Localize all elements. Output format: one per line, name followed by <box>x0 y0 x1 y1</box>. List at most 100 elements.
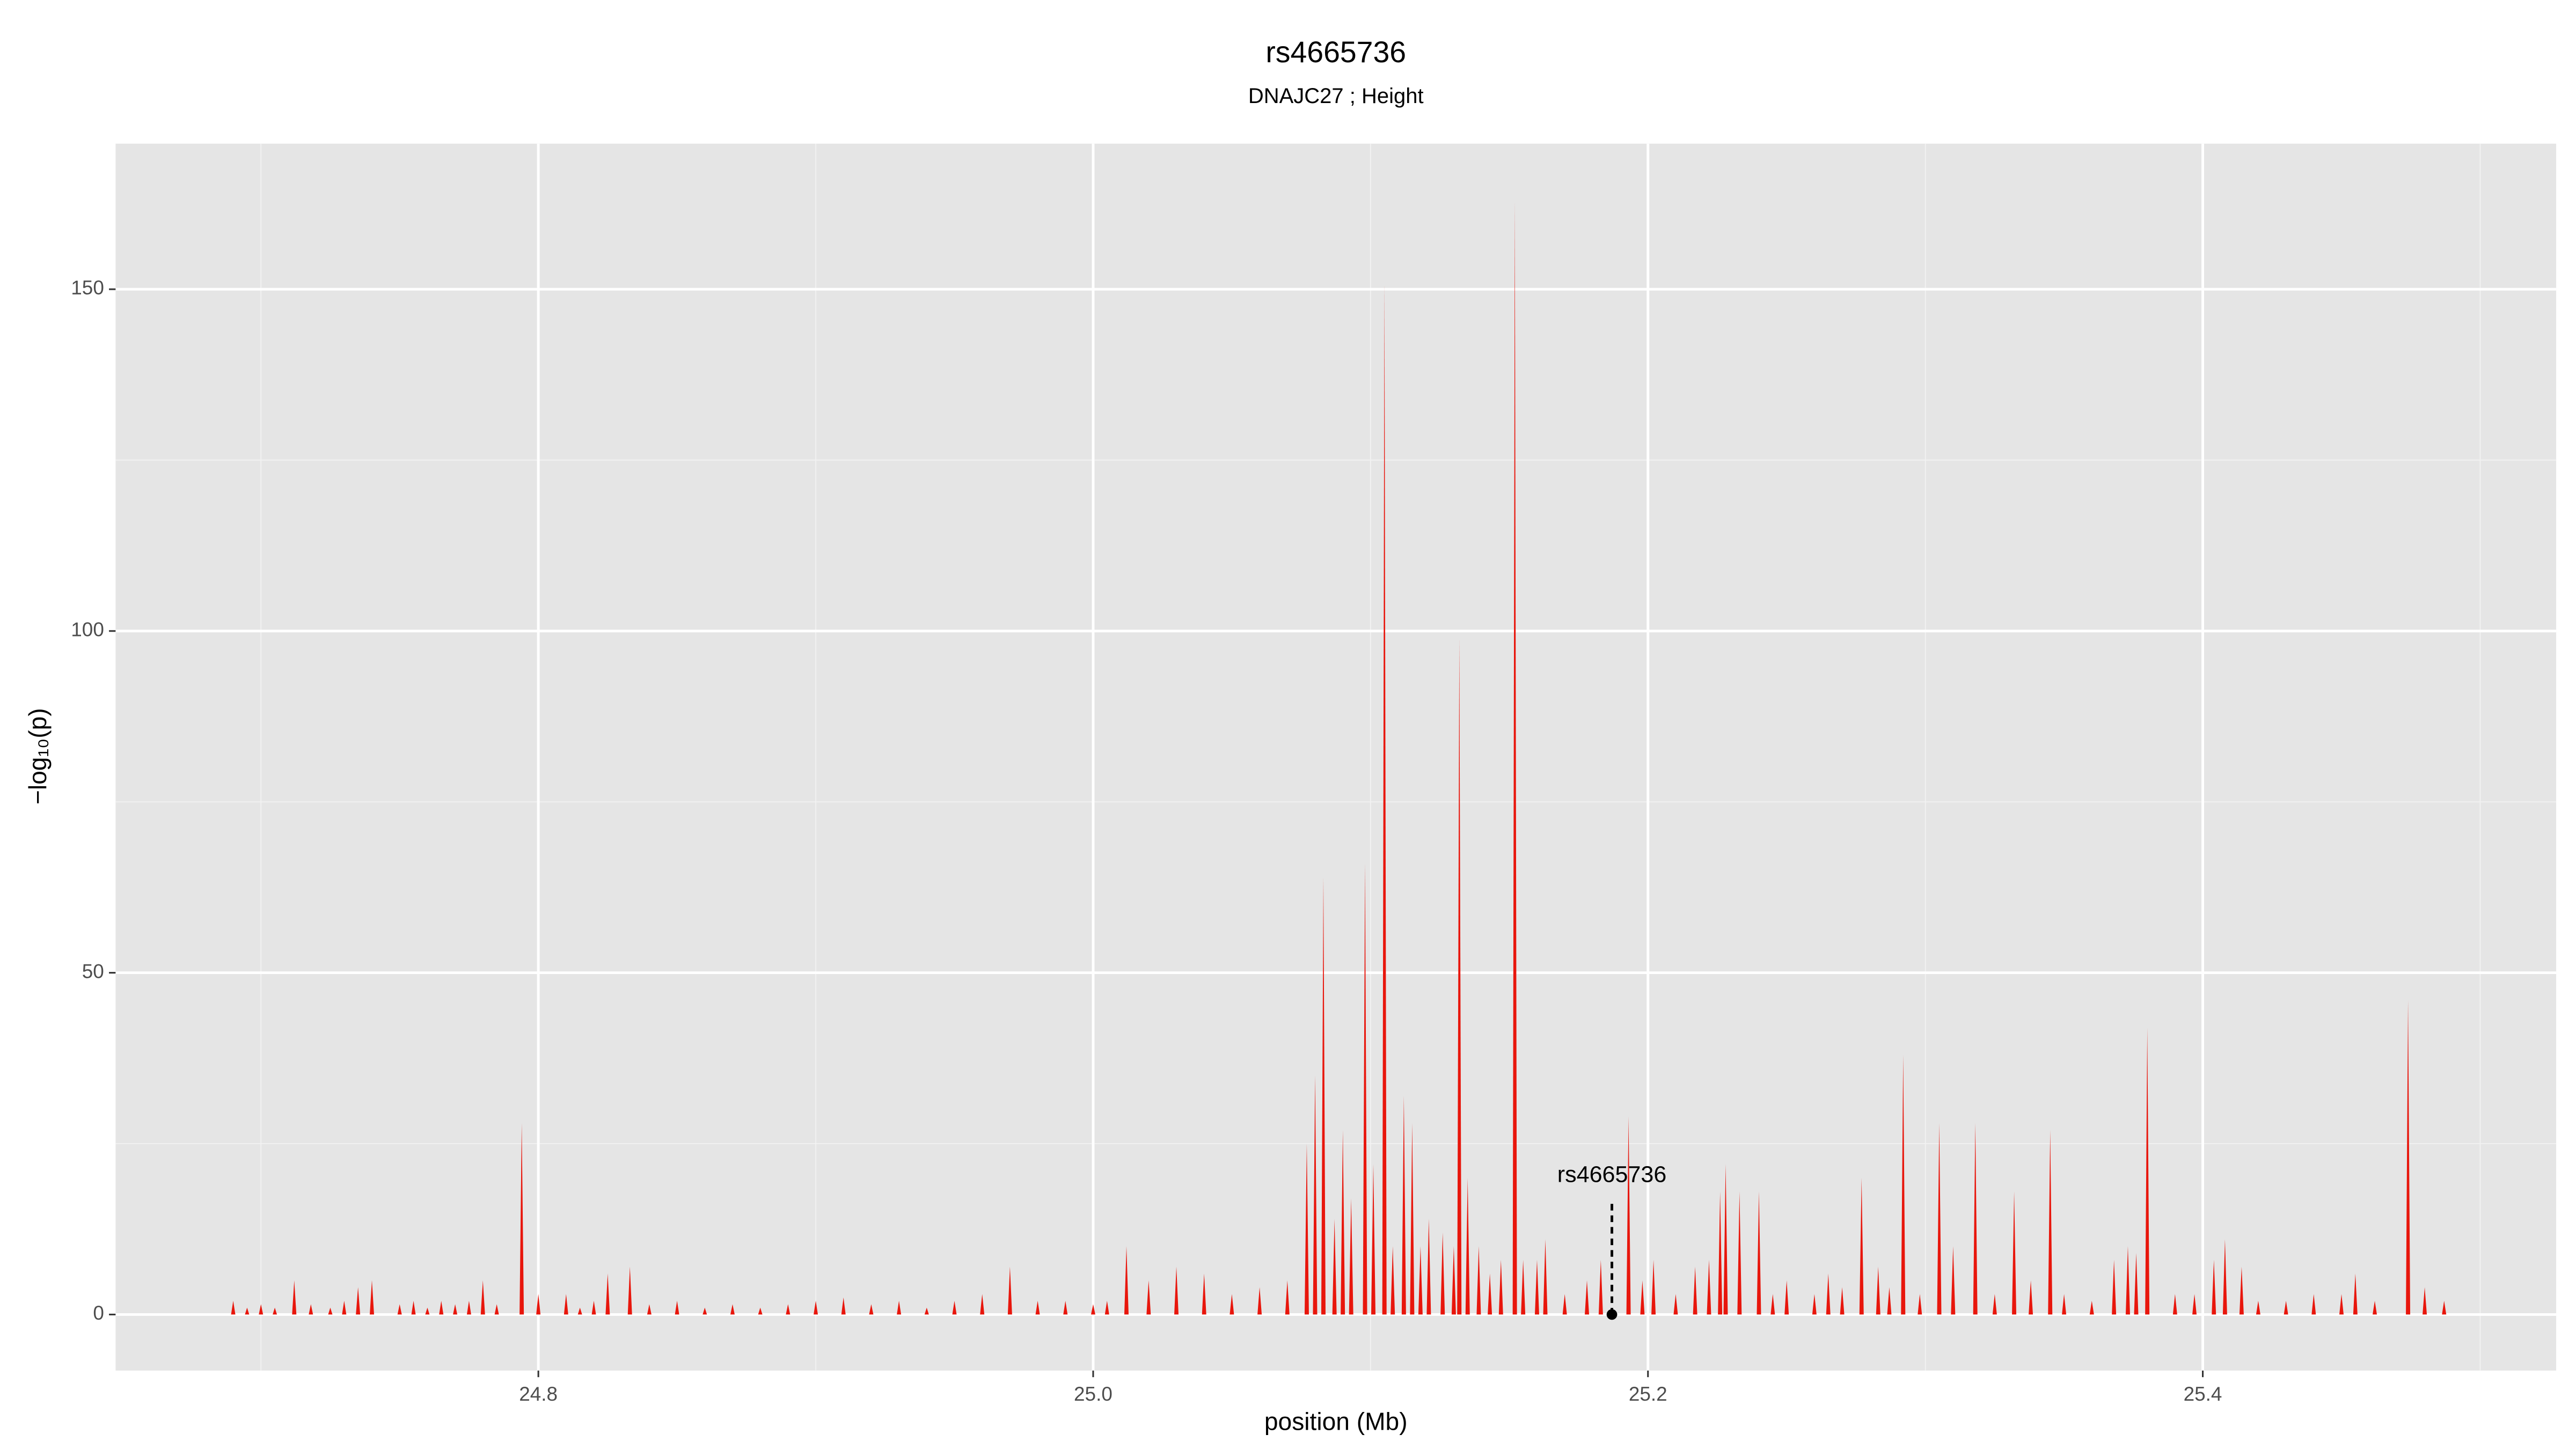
x-tick-label: 25.4 <box>2184 1383 2222 1405</box>
spike <box>1321 877 1326 1315</box>
spike <box>2134 1253 2139 1315</box>
spike <box>397 1304 402 1315</box>
chart-subtitle: DNAJC27 ; Height <box>1248 84 1424 108</box>
y-tick-label: 50 <box>82 960 104 982</box>
spike <box>439 1300 444 1315</box>
y-axis-label: −log₁₀(p) <box>24 708 52 804</box>
spike <box>1124 1246 1129 1315</box>
spike <box>536 1294 541 1315</box>
spike <box>2145 1027 2150 1315</box>
spike <box>924 1307 929 1315</box>
spike <box>1401 1095 1406 1315</box>
spike <box>591 1300 596 1315</box>
y-tick-label: 150 <box>71 277 104 299</box>
spike <box>1440 1232 1445 1315</box>
spike <box>897 1300 902 1315</box>
spike <box>1426 1219 1431 1315</box>
spike <box>1585 1280 1590 1315</box>
spike <box>1707 1260 1711 1315</box>
spike <box>1410 1123 1415 1315</box>
spike <box>2062 1294 2067 1315</box>
spike <box>370 1280 375 1315</box>
spike <box>1104 1300 1109 1315</box>
spike <box>2212 1260 2216 1315</box>
spikes <box>231 200 2447 1315</box>
spike <box>1876 1267 1880 1315</box>
spike <box>1918 1294 1922 1315</box>
spike <box>2423 1287 2427 1315</box>
spike <box>1146 1280 1151 1315</box>
spike <box>328 1307 333 1315</box>
spike <box>1784 1280 1789 1315</box>
spike <box>1901 1055 1906 1315</box>
y-tick-label: 0 <box>93 1302 104 1324</box>
spike <box>2112 1260 2117 1315</box>
spike <box>1640 1280 1645 1315</box>
spike <box>245 1307 250 1315</box>
spike <box>980 1294 985 1315</box>
spike <box>2048 1130 2053 1315</box>
spike <box>1476 1246 1481 1315</box>
spike <box>1512 200 1517 1315</box>
spike <box>1992 1294 1997 1315</box>
spike <box>564 1294 568 1315</box>
spike <box>1826 1273 1831 1315</box>
spike <box>519 1123 524 1315</box>
spike <box>2311 1294 2316 1315</box>
spike <box>702 1307 707 1315</box>
spike <box>1534 1260 1539 1315</box>
spike <box>1332 1219 1337 1315</box>
spike <box>425 1307 430 1315</box>
spike <box>675 1300 679 1315</box>
spike <box>480 1280 485 1315</box>
spike <box>494 1304 499 1315</box>
spike <box>453 1304 458 1315</box>
spike <box>1737 1191 1742 1315</box>
spike <box>1363 863 1367 1315</box>
spike <box>1651 1260 1656 1315</box>
spike <box>292 1280 297 1315</box>
spike <box>2239 1267 2244 1315</box>
spike <box>730 1304 735 1315</box>
chart-title: rs4665736 <box>1265 35 1406 69</box>
spike <box>841 1297 846 1315</box>
spike <box>1063 1300 1068 1315</box>
plot-panel <box>115 143 2557 1371</box>
spike <box>1285 1280 1290 1315</box>
spike <box>2012 1191 2017 1315</box>
spike <box>1391 1246 1395 1315</box>
spike <box>1770 1294 1775 1315</box>
spike <box>1859 1177 1864 1315</box>
spike <box>1035 1300 1040 1315</box>
spike <box>1693 1267 1697 1315</box>
spike <box>758 1307 763 1315</box>
spike <box>309 1304 313 1315</box>
spike <box>605 1273 610 1315</box>
spike <box>1521 1260 1526 1315</box>
spike <box>273 1307 277 1315</box>
spike <box>1887 1287 1892 1315</box>
spike <box>1174 1267 1179 1315</box>
spike <box>1304 1144 1309 1315</box>
spike <box>1341 1130 1345 1315</box>
spike <box>1973 1123 1978 1315</box>
spike <box>2089 1300 2094 1315</box>
spike <box>1349 1198 1353 1315</box>
spike <box>2373 1300 2377 1315</box>
spike <box>2222 1239 2227 1315</box>
spike <box>786 1304 791 1315</box>
spike <box>1007 1267 1012 1315</box>
spike <box>411 1300 416 1315</box>
spike <box>1313 1075 1318 1315</box>
spike <box>2339 1294 2344 1315</box>
spike <box>1091 1304 1095 1315</box>
spike <box>647 1304 652 1315</box>
spike <box>231 1300 236 1315</box>
spike <box>1937 1123 1942 1315</box>
spike <box>1230 1294 1234 1315</box>
spike <box>1562 1294 1567 1315</box>
spike <box>952 1300 957 1315</box>
spike <box>1465 1177 1470 1315</box>
y-tick-label: 100 <box>71 619 104 641</box>
